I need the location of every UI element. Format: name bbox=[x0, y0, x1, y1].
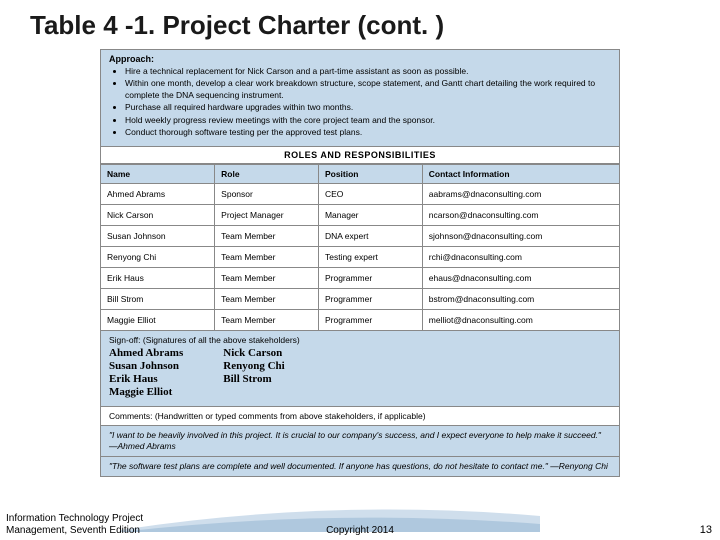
table-row: Erik Haus Team Member Programmer ehaus@d… bbox=[101, 267, 620, 288]
table-header-row: Name Role Position Contact Information bbox=[101, 164, 620, 183]
cell-name: Erik Haus bbox=[101, 267, 215, 288]
cell-role: Team Member bbox=[215, 309, 319, 330]
charter-content: Approach: Hire a technical replacement f… bbox=[100, 49, 620, 477]
cell-role: Project Manager bbox=[215, 204, 319, 225]
cell-contact: sjohnson@dnaconsulting.com bbox=[422, 225, 619, 246]
cell-contact: ehaus@dnaconsulting.com bbox=[422, 267, 619, 288]
cell-name: Bill Strom bbox=[101, 288, 215, 309]
footer-source-line2: Management, Seventh Edition bbox=[6, 525, 143, 537]
cell-contact: aabrams@dnaconsulting.com bbox=[422, 183, 619, 204]
cell-contact: ncarson@dnaconsulting.com bbox=[422, 204, 619, 225]
approach-list: Hire a technical replacement for Nick Ca… bbox=[109, 66, 611, 139]
cell-position: DNA expert bbox=[318, 225, 422, 246]
comments-label: Comments: (Handwritten or typed comments… bbox=[100, 407, 620, 426]
cell-name: Nick Carson bbox=[101, 204, 215, 225]
footer-copyright: Copyright 2014 bbox=[326, 525, 394, 536]
footer-source-line1: Information Technology Project bbox=[6, 513, 143, 525]
cell-position: Programmer bbox=[318, 288, 422, 309]
cell-name: Maggie Elliot bbox=[101, 309, 215, 330]
cell-role: Team Member bbox=[215, 225, 319, 246]
approach-item: Hold weekly progress review meetings wit… bbox=[125, 115, 611, 126]
signature: Susan Johnson bbox=[109, 360, 183, 373]
signature: Ahmed Abrams bbox=[109, 347, 183, 360]
roles-responsibilities-heading: ROLES AND RESPONSIBILITIES bbox=[100, 147, 620, 164]
table-row: Ahmed Abrams Sponsor CEO aabrams@dnacons… bbox=[101, 183, 620, 204]
footer-page-number: 13 bbox=[700, 524, 712, 536]
cell-position: Programmer bbox=[318, 267, 422, 288]
signature: Bill Strom bbox=[223, 373, 284, 386]
table-row: Maggie Elliot Team Member Programmer mel… bbox=[101, 309, 620, 330]
col-role: Role bbox=[215, 164, 319, 183]
approach-item: Within one month, develop a clear work b… bbox=[125, 78, 611, 101]
table-row: Renyong Chi Team Member Testing expert r… bbox=[101, 246, 620, 267]
approach-heading: Approach: bbox=[109, 54, 611, 64]
cell-contact: rchi@dnaconsulting.com bbox=[422, 246, 619, 267]
signoff-right-column: Nick Carson Renyong Chi Bill Strom bbox=[223, 347, 284, 400]
approach-item: Hire a technical replacement for Nick Ca… bbox=[125, 66, 611, 77]
col-position: Position bbox=[318, 164, 422, 183]
signoff-label: Sign-off: (Signatures of all the above s… bbox=[109, 335, 611, 345]
cell-position: Manager bbox=[318, 204, 422, 225]
cell-role: Sponsor bbox=[215, 183, 319, 204]
footer-source: Information Technology Project Managemen… bbox=[6, 513, 143, 536]
roles-table: Name Role Position Contact Information A… bbox=[100, 164, 620, 331]
table-row: Bill Strom Team Member Programmer bstrom… bbox=[101, 288, 620, 309]
table-row: Susan Johnson Team Member DNA expert sjo… bbox=[101, 225, 620, 246]
signature: Maggie Elliot bbox=[109, 386, 183, 399]
cell-role: Team Member bbox=[215, 288, 319, 309]
comment-quote: "I want to be heavily involved in this p… bbox=[100, 426, 620, 457]
cell-role: Team Member bbox=[215, 267, 319, 288]
cell-contact: bstrom@dnaconsulting.com bbox=[422, 288, 619, 309]
cell-contact: melliot@dnaconsulting.com bbox=[422, 309, 619, 330]
signature: Renyong Chi bbox=[223, 360, 284, 373]
cell-name: Renyong Chi bbox=[101, 246, 215, 267]
cell-role: Team Member bbox=[215, 246, 319, 267]
table-row: Nick Carson Project Manager Manager ncar… bbox=[101, 204, 620, 225]
col-contact: Contact Information bbox=[422, 164, 619, 183]
signoff-section: Sign-off: (Signatures of all the above s… bbox=[100, 331, 620, 407]
signoff-left-column: Ahmed Abrams Susan Johnson Erik Haus Mag… bbox=[109, 347, 183, 400]
cell-name: Susan Johnson bbox=[101, 225, 215, 246]
cell-position: Programmer bbox=[318, 309, 422, 330]
col-name: Name bbox=[101, 164, 215, 183]
approach-section: Approach: Hire a technical replacement f… bbox=[100, 49, 620, 147]
approach-item: Purchase all required hardware upgrades … bbox=[125, 102, 611, 113]
cell-position: Testing expert bbox=[318, 246, 422, 267]
signature: Nick Carson bbox=[223, 347, 284, 360]
approach-item: Conduct thorough software testing per th… bbox=[125, 127, 611, 138]
cell-name: Ahmed Abrams bbox=[101, 183, 215, 204]
slide-title: Table 4 -1. Project Charter (cont. ) bbox=[0, 0, 720, 49]
cell-position: CEO bbox=[318, 183, 422, 204]
comment-quote: "The software test plans are complete an… bbox=[100, 457, 620, 477]
signature: Erik Haus bbox=[109, 373, 183, 386]
